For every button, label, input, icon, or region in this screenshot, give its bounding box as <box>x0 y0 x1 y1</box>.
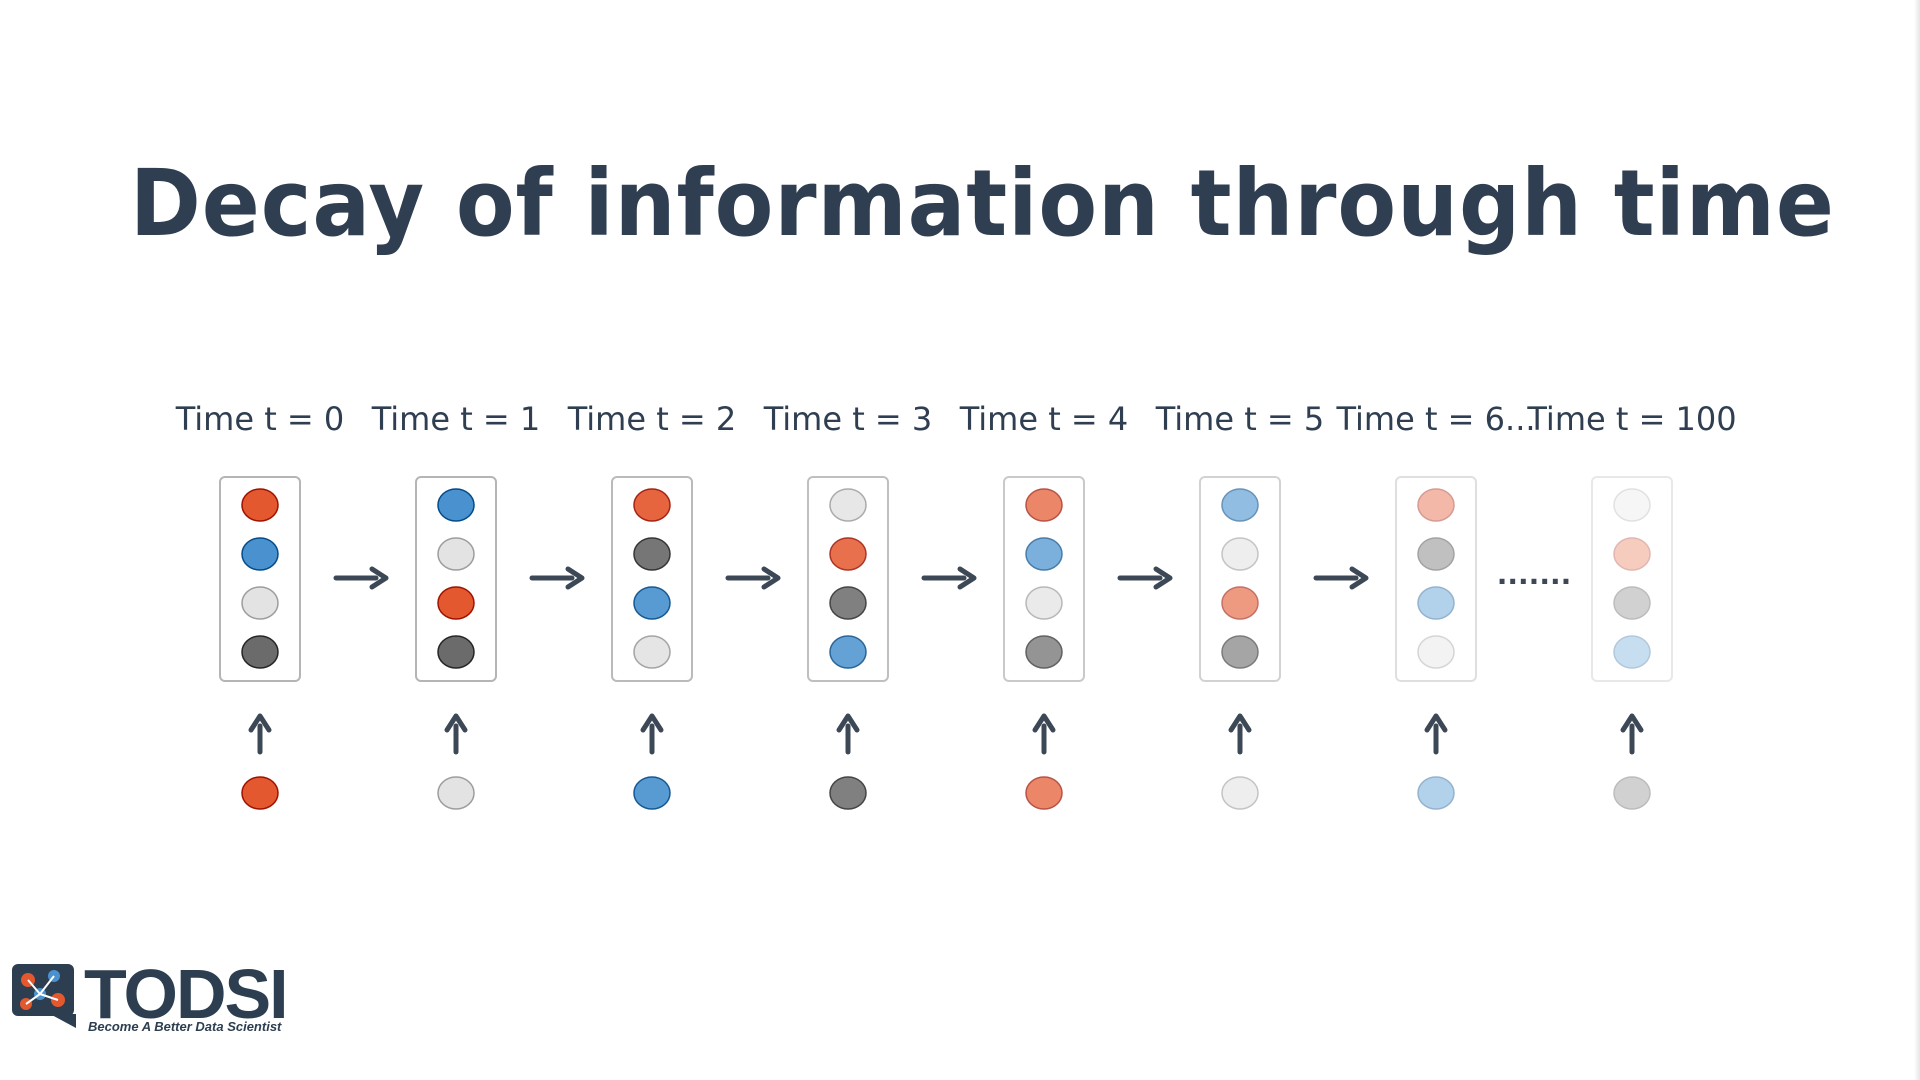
memory-cell-dot <box>1417 586 1455 620</box>
time-step-label: Time t = 0 <box>175 400 345 438</box>
logo-wordmark: TODSI <box>84 955 289 1033</box>
memory-cell-dot <box>633 586 671 620</box>
time-step-label: Time t = 100 <box>1526 400 1736 438</box>
time-step-label: Time t = 2 <box>567 400 737 438</box>
time-step-4: Time t = 4 <box>959 400 1173 810</box>
memory-cell-dot <box>241 488 279 522</box>
right-arrow-icon <box>333 566 389 590</box>
memory-cell-dot <box>437 586 475 620</box>
memory-cell-dot <box>829 537 867 571</box>
input-dot <box>1613 776 1651 810</box>
page-title: Decay of information through time <box>129 150 1835 257</box>
up-arrow-icon <box>248 713 272 755</box>
memory-cell-dot <box>1221 586 1259 620</box>
time-step-5: Time t = 5 <box>1155 400 1369 810</box>
memory-cell-dot <box>1221 488 1259 522</box>
time-step-label: Time t = 6... <box>1335 400 1535 438</box>
time-step-1: Time t = 1 <box>371 400 585 810</box>
up-arrow-icon <box>1424 713 1448 755</box>
right-edge-shadow <box>1914 0 1920 1080</box>
up-arrow-icon <box>1032 713 1056 755</box>
time-step-label: Time t = 1 <box>371 400 541 438</box>
memory-cell-dot <box>1025 537 1063 571</box>
memory-box <box>1395 476 1477 682</box>
memory-cell-dot <box>1221 537 1259 571</box>
input-dot <box>1221 776 1259 810</box>
time-step-2: Time t = 2 <box>567 400 781 810</box>
right-arrow-icon <box>1313 566 1369 590</box>
up-arrow-icon <box>444 713 468 755</box>
memory-cell-dot <box>1613 488 1651 522</box>
memory-cell-dot <box>1025 586 1063 620</box>
time-step-label: Time t = 5 <box>1155 400 1325 438</box>
input-dot <box>1417 776 1455 810</box>
memory-cell-group <box>1003 476 1085 810</box>
todsi-logo: TODSI Become A Better Data Scientist <box>10 955 310 1038</box>
memory-cell-dot <box>829 586 867 620</box>
memory-cell-dot <box>1417 635 1455 669</box>
memory-cell-dot <box>633 537 671 571</box>
right-arrow-icon <box>529 566 585 590</box>
memory-box <box>1003 476 1085 682</box>
up-arrow-icon <box>1620 713 1644 755</box>
logo-chat-icon <box>12 964 76 1028</box>
up-arrow-icon <box>836 713 860 755</box>
memory-cell-group <box>219 476 301 810</box>
memory-cell-dot <box>1613 537 1651 571</box>
time-step-0: Time t = 0 <box>175 400 389 810</box>
memory-cell-dot <box>241 635 279 669</box>
logo-tagline: Become A Better Data Scientist <box>88 1019 282 1034</box>
memory-box <box>807 476 889 682</box>
right-arrow-icon <box>725 566 781 590</box>
memory-cell-group <box>1395 476 1477 810</box>
time-step-label: Time t = 4 <box>959 400 1129 438</box>
memory-cell-dot <box>437 488 475 522</box>
memory-cell-group <box>1199 476 1281 810</box>
input-dot <box>829 776 867 810</box>
input-dot <box>1025 776 1063 810</box>
memory-cell-group <box>807 476 889 810</box>
input-dot <box>437 776 475 810</box>
input-dot <box>633 776 671 810</box>
memory-cell-group <box>1591 476 1673 810</box>
memory-cell-dot <box>241 586 279 620</box>
time-step-6: Time t = 6.......... <box>1335 400 1571 810</box>
memory-box <box>1199 476 1281 682</box>
memory-cell-dot <box>1417 537 1455 571</box>
memory-cell-dot <box>1221 635 1259 669</box>
right-arrow-icon <box>1117 566 1173 590</box>
memory-cell-dot <box>1613 586 1651 620</box>
memory-cell-dot <box>633 635 671 669</box>
memory-cell-group <box>415 476 497 810</box>
memory-cell-dot <box>829 488 867 522</box>
memory-box <box>611 476 693 682</box>
up-arrow-icon <box>640 713 664 755</box>
time-step-label: Time t = 3 <box>763 400 933 438</box>
memory-cell-group <box>611 476 693 810</box>
memory-cell-dot <box>437 537 475 571</box>
up-arrow-icon <box>1228 713 1252 755</box>
memory-cell-dot <box>1025 635 1063 669</box>
input-dot <box>241 776 279 810</box>
memory-cell-dot <box>633 488 671 522</box>
right-arrow-icon <box>921 566 977 590</box>
memory-cell-dot <box>829 635 867 669</box>
time-step-3: Time t = 3 <box>763 400 977 810</box>
memory-cell-dot <box>241 537 279 571</box>
ellipsis-connector: ....... <box>1497 558 1571 591</box>
memory-cell-dot <box>437 635 475 669</box>
memory-cell-dot <box>1025 488 1063 522</box>
memory-box <box>219 476 301 682</box>
memory-box <box>1591 476 1673 682</box>
memory-box <box>415 476 497 682</box>
time-step-7: Time t = 100 <box>1526 400 1737 810</box>
memory-cell-dot <box>1613 635 1651 669</box>
memory-cell-dot <box>1417 488 1455 522</box>
